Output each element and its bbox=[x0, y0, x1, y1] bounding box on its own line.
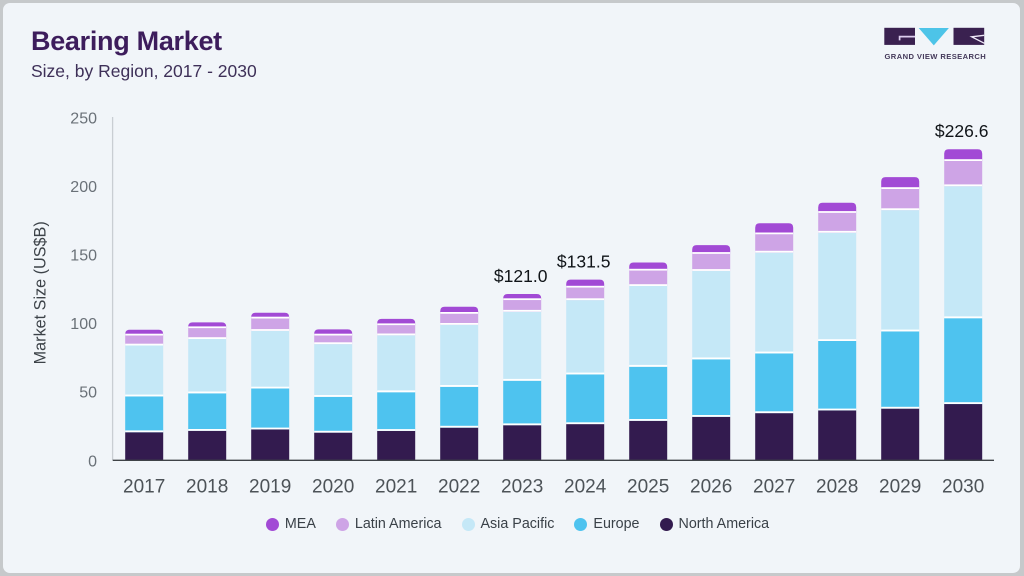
svg-text:200: 200 bbox=[70, 179, 97, 196]
svg-text:$121.0: $121.0 bbox=[494, 266, 548, 286]
svg-text:2017: 2017 bbox=[123, 477, 165, 498]
svg-text:2029: 2029 bbox=[879, 477, 921, 498]
svg-text:2022: 2022 bbox=[438, 477, 480, 498]
svg-text:250: 250 bbox=[70, 110, 97, 127]
svg-text:2028: 2028 bbox=[816, 477, 858, 498]
svg-text:$226.6: $226.6 bbox=[935, 121, 989, 141]
svg-text:$131.5: $131.5 bbox=[557, 252, 611, 272]
svg-text:2020: 2020 bbox=[312, 477, 354, 498]
svg-text:2024: 2024 bbox=[564, 477, 607, 498]
svg-text:150: 150 bbox=[70, 248, 97, 265]
svg-text:2025: 2025 bbox=[627, 477, 669, 498]
svg-text:2027: 2027 bbox=[753, 477, 795, 498]
svg-text:100: 100 bbox=[70, 316, 97, 333]
svg-text:2023: 2023 bbox=[501, 477, 543, 498]
svg-text:2018: 2018 bbox=[186, 477, 228, 498]
svg-text:Market Size (US$B): Market Size (US$B) bbox=[32, 221, 50, 364]
svg-text:2026: 2026 bbox=[690, 477, 732, 498]
svg-text:2019: 2019 bbox=[249, 477, 291, 498]
svg-text:2030: 2030 bbox=[942, 477, 984, 498]
svg-text:2021: 2021 bbox=[375, 477, 417, 498]
svg-text:50: 50 bbox=[79, 385, 97, 402]
svg-text:0: 0 bbox=[88, 453, 97, 470]
